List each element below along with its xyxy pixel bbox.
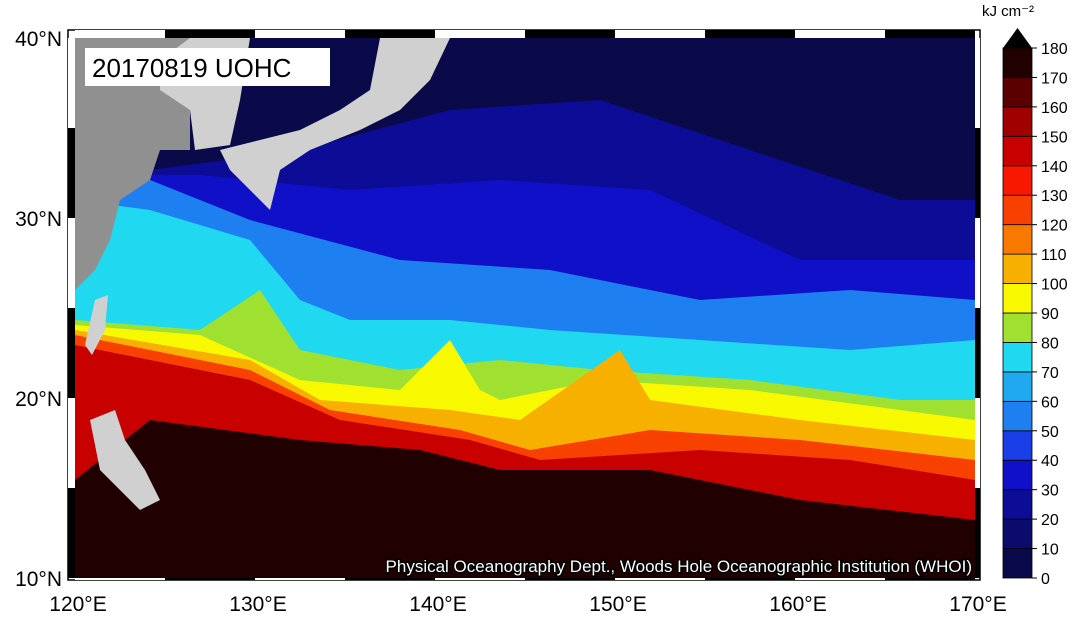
border-segment bbox=[68, 308, 75, 398]
colorbar-tick-label: 30 bbox=[1041, 483, 1059, 500]
border-segment bbox=[525, 578, 615, 580]
border-segment bbox=[345, 578, 435, 580]
border-segment bbox=[975, 398, 980, 488]
border-segment bbox=[68, 38, 75, 128]
border-segment bbox=[525, 30, 615, 38]
map-field bbox=[75, 38, 975, 578]
colorbar-swatch bbox=[1002, 459, 1033, 491]
border-segment bbox=[68, 488, 75, 578]
land-philippines bbox=[90, 410, 160, 510]
border-segment bbox=[975, 128, 980, 218]
colorbar-swatch bbox=[1002, 106, 1033, 137]
lon-label: 170°E bbox=[949, 593, 1006, 614]
border-segment bbox=[165, 30, 255, 38]
colorbar-swatch bbox=[1002, 194, 1033, 226]
border-segment bbox=[75, 578, 165, 580]
map-border bbox=[68, 30, 980, 580]
title-box bbox=[85, 48, 330, 86]
colorbar-swatch bbox=[1002, 135, 1033, 167]
colorbar-tick-label: 0 bbox=[1041, 571, 1050, 588]
lat-label: 20°N bbox=[15, 388, 62, 411]
border-segment bbox=[795, 578, 885, 580]
colorbar-swatch bbox=[1002, 371, 1033, 402]
colorbar-tick-label: 170 bbox=[1041, 70, 1068, 87]
colorbar-tick-label: 100 bbox=[1041, 277, 1068, 294]
border-segment bbox=[885, 30, 975, 38]
border-segment bbox=[68, 398, 75, 488]
colorbar-tick-label: 160 bbox=[1041, 100, 1068, 117]
colorbar-swatch bbox=[1002, 489, 1033, 520]
colorbar-tick-label: 110 bbox=[1041, 247, 1067, 264]
border-segment bbox=[615, 30, 705, 38]
colorbar-unit: kJ cm⁻² bbox=[982, 3, 1034, 20]
lon-label: 130°E bbox=[229, 593, 286, 614]
colorbar-tick-label: 90 bbox=[1041, 306, 1059, 323]
lon-label: 150°E bbox=[589, 593, 646, 614]
lon-label: 140°E bbox=[409, 593, 466, 614]
border-segment bbox=[345, 30, 435, 38]
border-segment bbox=[435, 30, 525, 38]
border-segment bbox=[975, 488, 980, 578]
colorbar-tick-label: 10 bbox=[1041, 542, 1059, 559]
colorbar-swatch bbox=[1002, 77, 1033, 108]
lon-label: 120°E bbox=[49, 593, 106, 614]
colorbar-swatch bbox=[1002, 253, 1033, 284]
map-title: 20170819 UOHC bbox=[92, 53, 291, 83]
border-segment bbox=[255, 578, 345, 580]
colorbar-swatch bbox=[1002, 548, 1033, 579]
colorbar-swatch bbox=[1002, 283, 1033, 314]
colorbar-over bbox=[1003, 28, 1032, 48]
border-segment bbox=[795, 30, 885, 38]
border-segment bbox=[615, 578, 705, 580]
credit: Physical Oceanography Dept., Woods Hole … bbox=[386, 557, 972, 576]
colorbar-tick-label: 180 bbox=[1041, 41, 1068, 58]
border-segment bbox=[975, 308, 980, 398]
land-taiwan bbox=[85, 295, 108, 355]
colorbar-swatch bbox=[1002, 400, 1033, 432]
colorbar-tick-label: 40 bbox=[1041, 453, 1059, 470]
land-mainland bbox=[75, 38, 190, 290]
border-segment bbox=[435, 578, 525, 580]
border-segment bbox=[68, 128, 75, 218]
lat-label: 30°N bbox=[15, 208, 62, 231]
lat-label: 40°N bbox=[15, 28, 62, 51]
lon-label: 160°E bbox=[769, 593, 826, 614]
land-japan bbox=[220, 38, 450, 210]
colorbar-swatch bbox=[1002, 165, 1033, 196]
colorbar-tick-label: 120 bbox=[1041, 218, 1068, 235]
colorbar-tick-label: 130 bbox=[1041, 188, 1068, 205]
border-segment bbox=[705, 30, 795, 38]
colorbar-tick-label: 50 bbox=[1041, 424, 1059, 441]
colorbar-swatch bbox=[1002, 518, 1033, 549]
border-segment bbox=[165, 578, 255, 580]
border-segment bbox=[75, 30, 165, 38]
border-segment bbox=[885, 578, 975, 580]
colorbar-tick-label: 60 bbox=[1041, 394, 1059, 411]
colorbar-tick-label: 80 bbox=[1041, 335, 1059, 352]
colorbar-swatch bbox=[1002, 312, 1033, 343]
contour bbox=[75, 420, 975, 578]
colorbar-tick-label: 20 bbox=[1041, 512, 1059, 529]
border-segment bbox=[705, 578, 795, 580]
colorbar-swatch bbox=[1002, 224, 1033, 255]
colorbar-tick-label: 140 bbox=[1041, 159, 1068, 176]
lat-label: 10°N bbox=[15, 568, 62, 591]
border-segment bbox=[975, 218, 980, 308]
colorbar-tick-label: 150 bbox=[1041, 129, 1068, 146]
colorbar-swatch bbox=[1002, 47, 1033, 78]
colorbar-swatch bbox=[1002, 430, 1033, 461]
border-segment bbox=[975, 38, 980, 128]
border-segment bbox=[255, 30, 345, 38]
colorbar-tick-label: 70 bbox=[1041, 365, 1059, 382]
border-segment bbox=[68, 218, 75, 308]
colorbar-swatch bbox=[1002, 342, 1033, 373]
